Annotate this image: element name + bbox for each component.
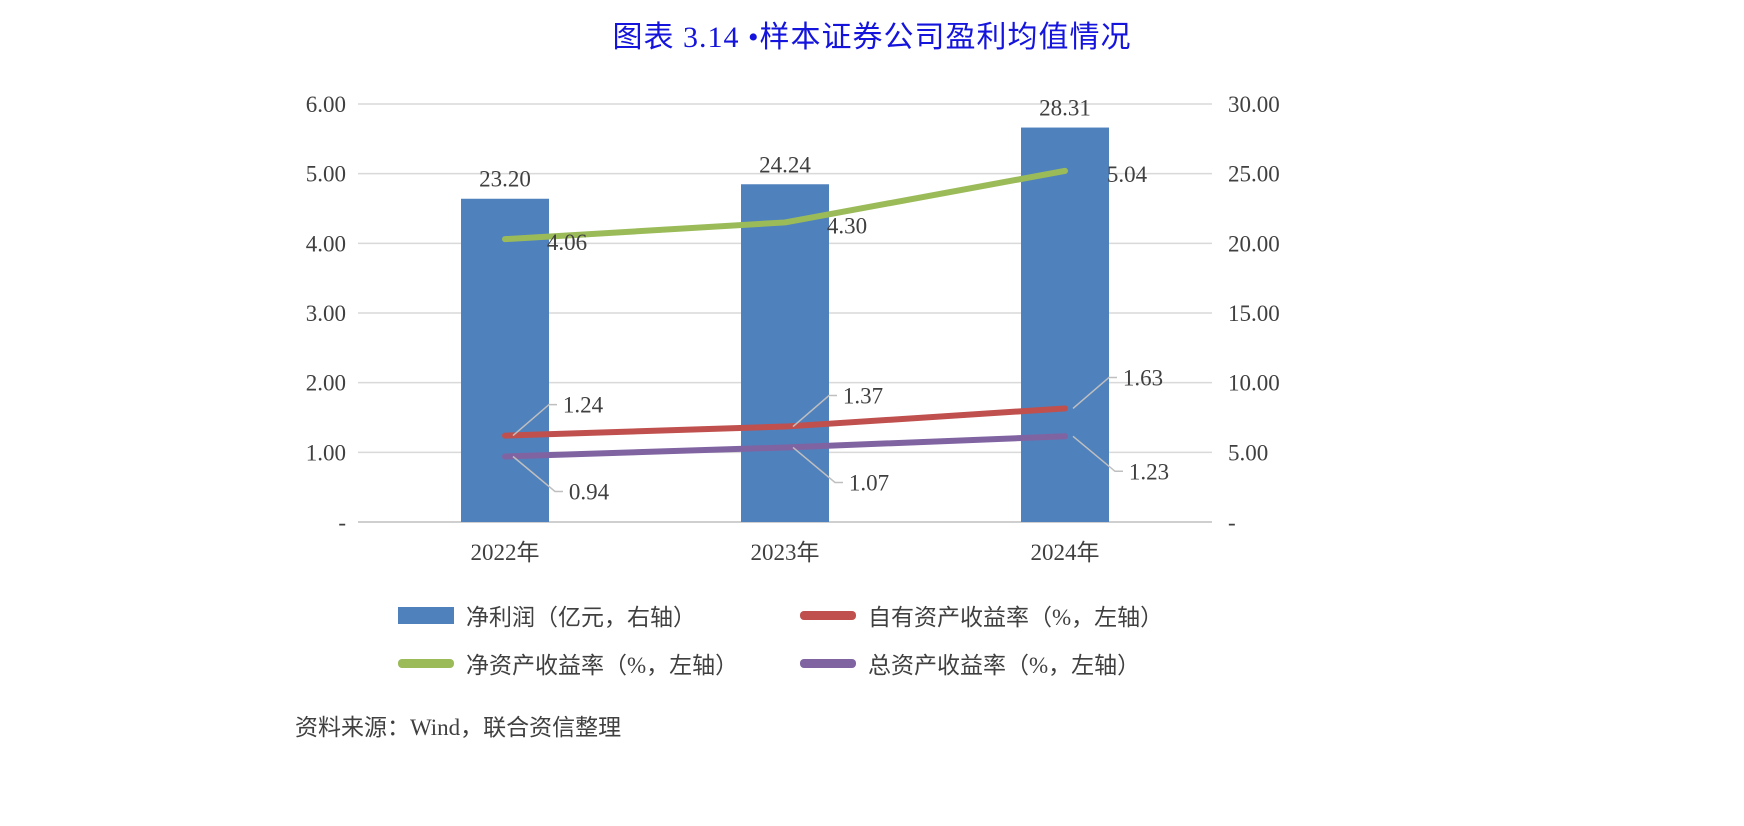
leader-line	[1072, 376, 1117, 410]
bar-value-label: 28.31	[1039, 96, 1091, 121]
line-series	[502, 167, 1068, 243]
bar-value-label: 23.20	[479, 167, 531, 192]
left-axis-tick-label: 2.00	[306, 371, 346, 396]
legend-swatch-own-asset-return	[800, 610, 856, 620]
legend-item-net-asset-return: 净资产收益率（%，左轴）	[398, 648, 738, 678]
category-label: 2022年	[471, 540, 540, 565]
chart-title: 图表 3.14 •样本证券公司盈利均值情况	[612, 21, 1132, 54]
legend-label-total-asset-return: 总资产收益率（%，左轴）	[868, 653, 1141, 678]
legend-label-net-asset-return: 净资产收益率（%，左轴）	[466, 653, 739, 678]
leader-line	[792, 394, 837, 428]
legend-swatch-net-asset-return	[398, 658, 454, 668]
legend-label-own-asset-return: 自有资产收益率（%，左轴）	[868, 605, 1164, 630]
right-axis-tick-label: 20.00	[1228, 231, 1280, 256]
right-axis-tick-label: 30.00	[1228, 92, 1280, 117]
leader-line	[512, 455, 563, 493]
left-axis-tick-label: -	[338, 510, 346, 535]
point-value-label: 5.04	[1107, 162, 1148, 187]
left-axis-tick-label: 3.00	[306, 301, 346, 326]
legend-label-net-profit: 净利润（亿元，右轴）	[466, 605, 696, 630]
legend-item-own-asset-return: 自有资产收益率（%，左轴）	[800, 600, 1163, 630]
right-axis-tick-label: 15.00	[1228, 301, 1280, 326]
bar-2024年	[1021, 127, 1109, 522]
bar-2023年	[741, 184, 829, 523]
legend-swatch-net-profit	[398, 606, 454, 624]
left-axis-tick-label: 5.00	[306, 162, 346, 187]
line-series	[502, 433, 1068, 460]
point-value-label: 1.24	[563, 393, 604, 418]
point-value-label: 4.06	[547, 230, 587, 255]
leader-line	[792, 446, 843, 484]
left-axis-tick-label: 1.00	[306, 440, 346, 465]
right-axis-tick-label: 25.00	[1228, 162, 1280, 187]
right-axis-tick-label: 10.00	[1228, 371, 1280, 396]
point-value-label: 1.63	[1123, 365, 1163, 390]
right-axis-tick-label: 5.00	[1228, 440, 1268, 465]
legend-item-net-profit: 净利润（亿元，右轴）	[398, 600, 696, 630]
left-axis-tick-label: 6.00	[306, 92, 346, 117]
line-series	[502, 405, 1068, 439]
legend-item-total-asset-return: 总资产收益率（%，左轴）	[800, 648, 1140, 678]
point-value-label: 0.94	[569, 480, 610, 505]
leader-line	[1072, 435, 1123, 473]
source-text: 资料来源：Wind，联合资信整理	[295, 715, 622, 740]
bar-2022年	[461, 198, 549, 522]
point-value-label: 1.37	[843, 384, 883, 409]
leader-line	[512, 403, 557, 437]
category-label: 2024年	[1031, 540, 1100, 565]
bar-value-label: 24.24	[759, 152, 811, 177]
left-axis-tick-label: 4.00	[306, 231, 346, 256]
point-value-label: 1.07	[849, 470, 889, 495]
right-axis-tick-label: -	[1228, 510, 1236, 535]
category-label: 2023年	[751, 540, 820, 565]
point-value-label: 1.23	[1129, 459, 1169, 484]
point-value-label: 4.30	[827, 213, 867, 238]
legend-swatch-total-asset-return	[800, 658, 856, 668]
